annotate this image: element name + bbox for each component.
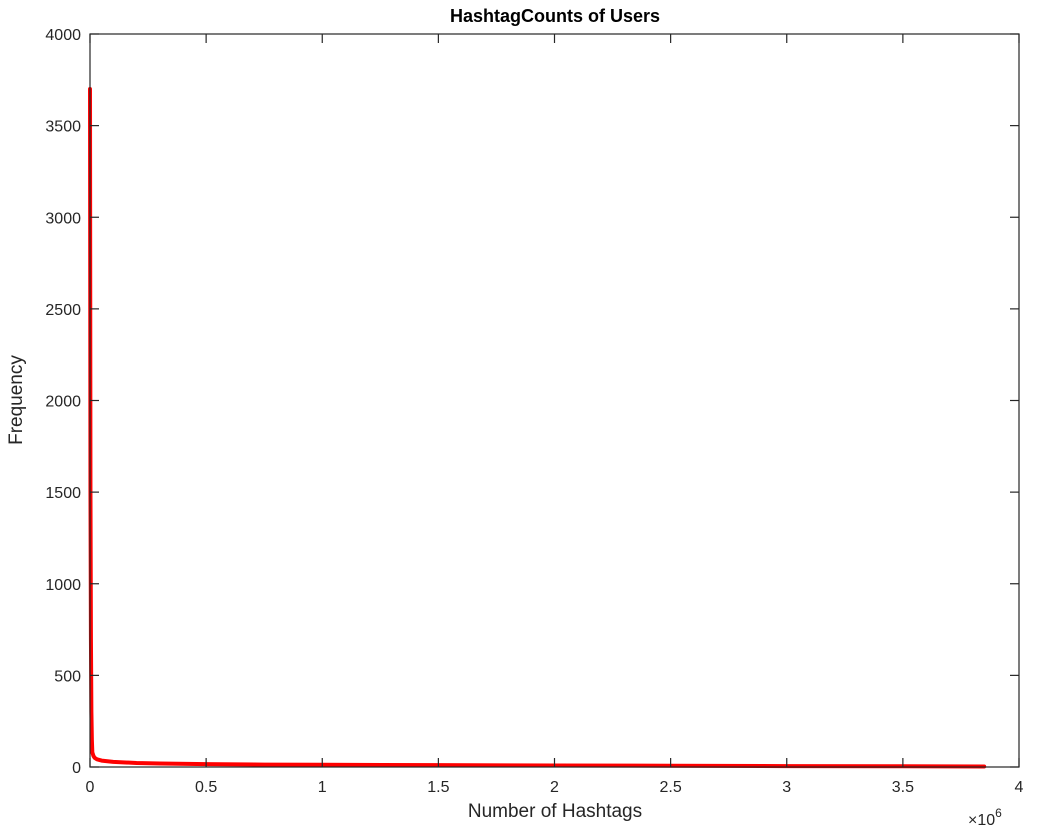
- x-axis-label: Number of Hashtags: [468, 801, 642, 822]
- y-tick-label: 500: [54, 668, 81, 685]
- x-tick-label: 4: [1015, 779, 1024, 796]
- x-tick-label: 0.5: [195, 779, 217, 796]
- x-tick-label: 3.5: [892, 779, 914, 796]
- x-tick-label: 3: [782, 779, 791, 796]
- x-axis-exponent: ×106: [968, 806, 1002, 829]
- plot-area: [90, 34, 1019, 767]
- y-tick-label: 3000: [45, 210, 81, 227]
- series-line: [88, 86, 987, 769]
- y-tick-label: 1000: [45, 577, 81, 594]
- chart-title: HashtagCounts of Users: [450, 6, 660, 26]
- x-axis-exponent-power: 6: [995, 806, 1002, 820]
- y-axis-label: Frequency: [6, 355, 27, 445]
- x-tick-label: 1: [318, 779, 327, 796]
- x-tick-label: 1.5: [427, 779, 449, 796]
- y-tick-label: 3500: [45, 119, 81, 136]
- x-tick-label: 0: [86, 779, 95, 796]
- x-axis-exponent-base: ×10: [968, 812, 995, 829]
- y-tick-label: 0: [72, 760, 81, 777]
- x-tick-label: 2: [550, 779, 559, 796]
- y-tick-label: 2000: [45, 394, 81, 411]
- y-tick-label: 1500: [45, 485, 81, 502]
- y-tick-label: 4000: [45, 27, 81, 44]
- y-tick-label: 2500: [45, 302, 81, 319]
- x-tick-label: 2.5: [660, 779, 682, 796]
